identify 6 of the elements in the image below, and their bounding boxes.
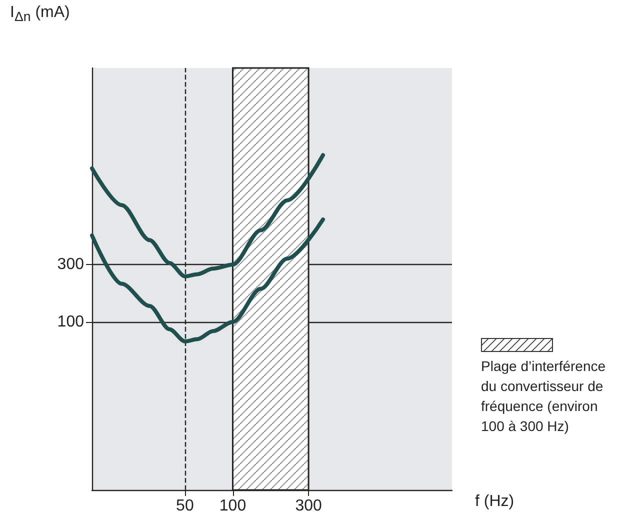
x-tick-label: 50 [176,498,194,514]
band-label: Plage d’interférence du convertisseur de fréquence (environ 100 à 300 Hz) [481,357,607,436]
x-tick-label: 300 [295,498,322,514]
y-axis-title: I$_{Δn}$ (mA) [10,4,70,24]
x-tick-label: 100 [219,498,246,514]
x-axis-title: f (Hz) [475,493,514,511]
